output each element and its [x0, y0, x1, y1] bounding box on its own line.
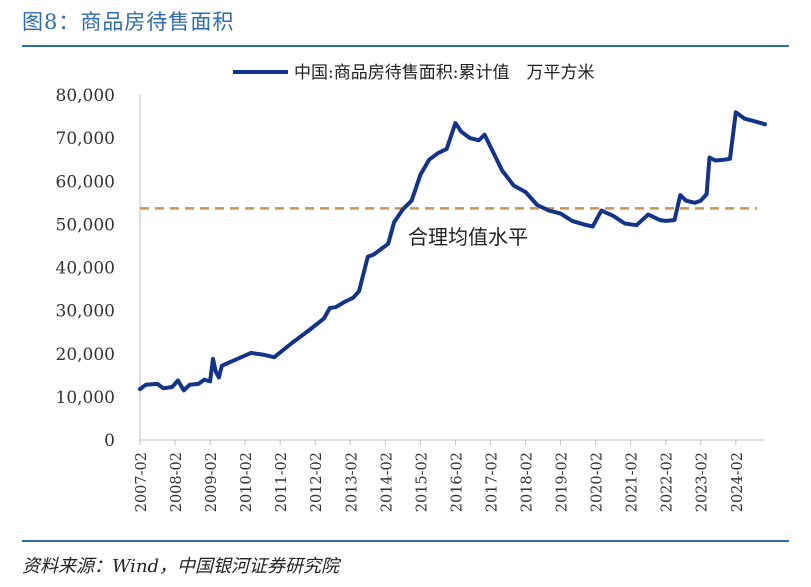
y-tick-label: 70,000 — [56, 129, 115, 149]
x-tick-label: 2018-02 — [520, 452, 536, 512]
x-tick-label: 2011-02 — [274, 452, 290, 512]
figure-title: 图8：商品房待售面积 — [22, 10, 235, 34]
y-tick-label: 10,000 — [56, 388, 115, 408]
x-tick-label: 2014-02 — [379, 452, 395, 512]
x-tick-label: 2020-02 — [590, 452, 606, 512]
x-tick-label: 2016-02 — [449, 452, 465, 512]
x-tick-label: 2022-02 — [660, 452, 676, 512]
x-tick-label: 2017-02 — [484, 452, 500, 512]
y-tick-label: 40,000 — [56, 259, 115, 279]
x-tick-label: 2019-02 — [555, 452, 571, 512]
x-tick-label: 2010-02 — [239, 452, 255, 512]
bottom-rule — [22, 540, 789, 542]
y-axis: 0 10,000 20,000 30,000 40,000 50,000 60,000 70,… — [56, 86, 141, 451]
y-tick-label: 60,000 — [56, 172, 115, 192]
y-tick-label: 20,000 — [56, 345, 115, 365]
plot-area: 合理均值水平 — [138, 110, 767, 393]
x-tick-label: 2013-02 — [344, 452, 360, 512]
x-tick-label: 2007-02 — [134, 452, 150, 512]
y-tick-label: 80,000 — [56, 86, 115, 106]
x-tick-label: 2012-02 — [309, 452, 325, 512]
x-tick-label: 2015-02 — [414, 452, 430, 512]
x-tick-label: 2023-02 — [695, 452, 711, 512]
reference-line-label: 合理均值水平 — [408, 225, 528, 249]
legend: 中国:商品房待售面积:累计值 万平方米 — [233, 63, 594, 83]
x-tick-label: 2024-02 — [730, 452, 746, 512]
x-axis: 2007-02 2008-02 2009-02 2010-02 2011-02 2012-… — [134, 439, 765, 512]
x-tick-label: 2021-02 — [625, 452, 641, 512]
y-tick-label: 50,000 — [56, 215, 115, 235]
top-rule — [22, 45, 789, 47]
x-tick-label: 2009-02 — [204, 452, 220, 512]
y-tick-label: 30,000 — [56, 302, 115, 322]
source-note: 资料来源：Wind，中国银河证券研究院 — [22, 556, 340, 577]
legend-label: 中国:商品房待售面积:累计值 万平方米 — [294, 63, 594, 83]
x-tick-label: 2008-02 — [169, 452, 185, 512]
y-tick-label: 0 — [104, 431, 115, 451]
series-line — [138, 110, 767, 393]
